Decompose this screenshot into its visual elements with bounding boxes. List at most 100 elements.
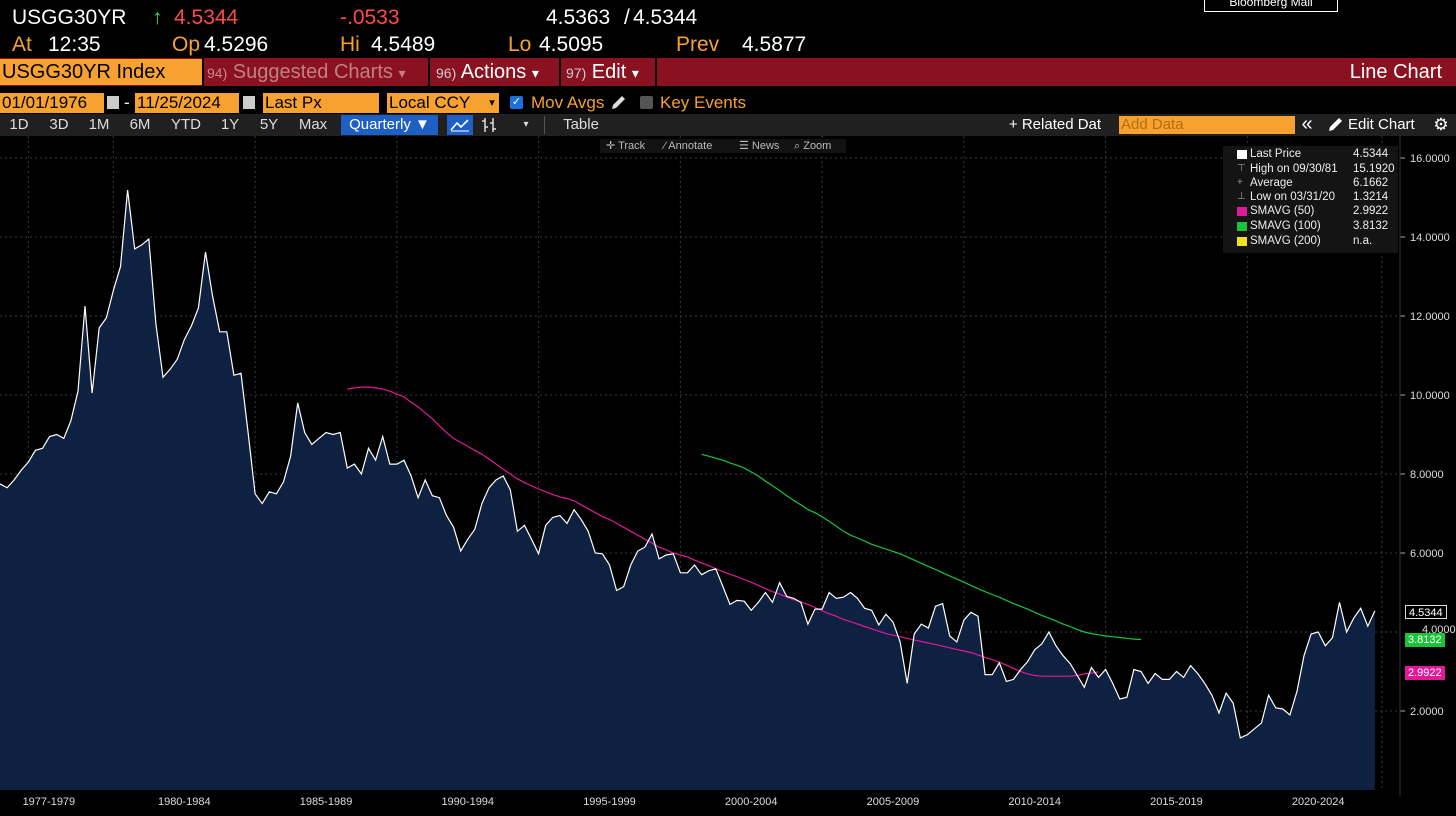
period-max[interactable]: Max bbox=[298, 116, 328, 133]
x-axis: 1977-1979 1980-1984 1985-1989 1990-1994 1995… bbox=[0, 792, 1456, 816]
currency-select[interactable]: Local CCY bbox=[387, 93, 485, 113]
at-label: At bbox=[12, 33, 32, 56]
bar-chart-icon[interactable] bbox=[478, 115, 502, 135]
bloomberg-mall-button[interactable]: Bloomberg Mall bbox=[1204, 0, 1338, 12]
menu-divider bbox=[559, 58, 561, 86]
price-chart[interactable]: 16.0000 14.0000 12.0000 10.0000 8.0000 6.0000… bbox=[0, 136, 1456, 816]
legend-label: High on 09/30/81 bbox=[1250, 163, 1338, 175]
period-1y[interactable]: 1Y bbox=[220, 116, 240, 133]
related-data-button[interactable]: + Related Dat bbox=[1008, 116, 1102, 133]
y-tick-label: 6.0000 bbox=[1410, 548, 1444, 560]
menu-bar bbox=[0, 58, 1456, 86]
calendar-icon[interactable] bbox=[243, 96, 255, 109]
legend-swatch bbox=[1237, 222, 1247, 231]
zoom-tool[interactable]: ⌕ Zoom bbox=[794, 139, 831, 153]
period-1d[interactable]: 1D bbox=[9, 116, 29, 133]
key-events-checkbox[interactable] bbox=[640, 96, 653, 109]
arrow-up-icon: ↑ bbox=[152, 6, 163, 29]
edit-chart-button[interactable]: Edit Chart bbox=[1348, 116, 1415, 133]
y-tick-label: 16.0000 bbox=[1410, 153, 1450, 165]
last-price: 4.5344 bbox=[174, 6, 239, 29]
y-tick-label: 2.0000 bbox=[1410, 706, 1444, 718]
chart-legend: Last Price 4.5344 ⊤ High on 09/30/81 15.… bbox=[1223, 146, 1398, 253]
key-events-label[interactable]: Key Events bbox=[660, 93, 746, 112]
legend-label: SMAVG (50) bbox=[1250, 205, 1315, 217]
annotate-tool[interactable]: ⁄ Annotate bbox=[664, 139, 712, 153]
mov-avgs-label[interactable]: Mov Avgs bbox=[531, 93, 605, 112]
legend-row-average[interactable]: + Average 6.1662 bbox=[1223, 176, 1398, 190]
suggested-charts-menu[interactable]: 94) Suggested Charts ▾ bbox=[207, 58, 427, 86]
y-tick-label: 8.0000 bbox=[1410, 469, 1444, 481]
high-label: Hi bbox=[340, 33, 360, 56]
gear-icon[interactable]: ⚙ bbox=[1433, 115, 1449, 134]
legend-value: 4.5344 bbox=[1353, 148, 1389, 160]
add-data-input[interactable]: Add Data bbox=[1119, 116, 1295, 134]
legend-value: n.a. bbox=[1353, 235, 1373, 247]
magnifier-icon: ⌕ bbox=[794, 140, 804, 152]
period-ytd[interactable]: YTD bbox=[171, 116, 201, 133]
legend-label: SMAVG (200) bbox=[1250, 235, 1321, 247]
actions-menu[interactable]: 96) Actions ▾ bbox=[436, 58, 558, 86]
x-axis-band bbox=[0, 792, 1456, 816]
open-value: 4.5296 bbox=[204, 33, 269, 56]
prev-label: Prev bbox=[676, 33, 720, 56]
mov-avgs-checkbox[interactable]: ✓ bbox=[510, 96, 523, 109]
news-icon: ☰ bbox=[739, 140, 752, 152]
pencil-icon[interactable] bbox=[609, 94, 627, 112]
legend-value: 1.3214 bbox=[1353, 191, 1389, 203]
menu-divider bbox=[428, 58, 430, 86]
frequency-select[interactable]: Quarterly ▼ bbox=[341, 115, 438, 135]
line-chart-icon[interactable] bbox=[447, 115, 473, 135]
caret-down-icon[interactable]: ▾ bbox=[523, 119, 529, 130]
start-date-input[interactable]: 01/01/1976 bbox=[0, 93, 104, 113]
pencil-icon[interactable] bbox=[1326, 116, 1344, 134]
legend-label: SMAVG (100) bbox=[1250, 220, 1321, 232]
caret-down-icon[interactable]: ▾ bbox=[485, 93, 499, 113]
x-tick-label: 2015-2019 bbox=[1150, 796, 1203, 808]
security-input[interactable]: USGG30YR Index bbox=[0, 59, 202, 85]
legend-row-low[interactable]: ⊥ Low on 03/31/20 1.3214 bbox=[1223, 190, 1398, 204]
legend-label: Low on 03/31/20 bbox=[1250, 191, 1336, 203]
track-tool[interactable]: ✛ Track bbox=[606, 139, 645, 153]
y-axis: 16.0000 14.0000 12.0000 10.0000 8.0000 6.0000… bbox=[1400, 153, 1450, 718]
annotate-icon: ⁄ bbox=[664, 140, 669, 152]
menu-divider bbox=[655, 58, 657, 86]
field-select[interactable]: Last Px bbox=[263, 93, 379, 113]
period-5y[interactable]: 5Y bbox=[259, 116, 279, 133]
x-tick-label: 1980-1984 bbox=[158, 796, 211, 808]
legend-label: Average bbox=[1250, 177, 1293, 189]
y-tick-label: 14.0000 bbox=[1410, 232, 1450, 244]
sma100-line bbox=[701, 453, 1142, 641]
menu-label: Actions bbox=[460, 61, 527, 83]
end-date-input[interactable]: 11/25/2024 bbox=[135, 93, 239, 113]
period-1m[interactable]: 1M bbox=[88, 116, 110, 133]
x-tick-label: 2020-2024 bbox=[1292, 796, 1345, 808]
collapse-icon[interactable]: « bbox=[1301, 113, 1313, 135]
legend-value: 15.1920 bbox=[1353, 163, 1395, 175]
legend-row-sma100[interactable]: SMAVG (100) 3.8132 bbox=[1223, 219, 1398, 233]
x-tick-label: 1995-1999 bbox=[583, 796, 636, 808]
news-tool[interactable]: ☰ News bbox=[739, 139, 779, 153]
edit-menu[interactable]: 97) Edit ▾ bbox=[566, 58, 654, 86]
tool-label: Annotate bbox=[668, 140, 713, 152]
calendar-icon[interactable] bbox=[107, 96, 119, 109]
legend-row-sma50[interactable]: SMAVG (50) 2.9922 bbox=[1223, 204, 1398, 218]
caret-down-icon: ▾ bbox=[398, 65, 406, 81]
net-change: -.0533 bbox=[340, 6, 400, 29]
legend-row-sma200[interactable]: SMAVG (200) n.a. bbox=[1223, 234, 1398, 248]
period-3d[interactable]: 3D bbox=[49, 116, 69, 133]
low-marker-icon: ⊥ bbox=[1237, 191, 1246, 202]
y-tick-label: 12.0000 bbox=[1410, 311, 1450, 323]
last-price-tag: 4.5344 bbox=[1405, 605, 1447, 619]
high-value: 4.5489 bbox=[371, 33, 436, 56]
legend-label: Last Price bbox=[1250, 148, 1302, 160]
legend-row-high[interactable]: ⊤ High on 09/30/81 15.1920 bbox=[1223, 162, 1398, 176]
legend-row-last-price[interactable]: Last Price 4.5344 bbox=[1223, 147, 1398, 161]
legend-swatch bbox=[1237, 207, 1247, 216]
menu-number: 97) bbox=[566, 65, 587, 81]
table-button[interactable]: Table bbox=[563, 116, 599, 133]
open-label: Op bbox=[172, 33, 201, 56]
menu-divider bbox=[202, 58, 204, 86]
chart-type-title: Line Chart bbox=[1349, 61, 1442, 83]
period-6m[interactable]: 6M bbox=[129, 116, 151, 133]
